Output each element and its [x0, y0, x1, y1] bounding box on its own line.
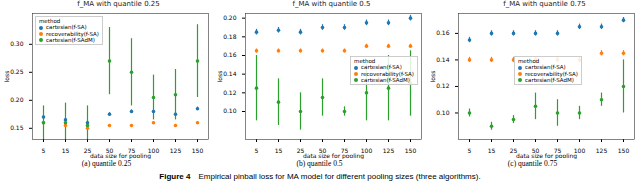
- svg-text:0.16: 0.16: [223, 51, 237, 58]
- html-text:recoverability(f-SA): recoverability(f-SA): [361, 70, 414, 77]
- svg-text:0.18: 0.18: [223, 33, 237, 40]
- svg-text:0.16: 0.16: [436, 29, 450, 36]
- svg-text:75: 75: [553, 146, 562, 154]
- html-text:f_MA with quantile 0.25: f_MA with quantile 0.25: [77, 0, 160, 8]
- svg-text:100: 100: [573, 146, 586, 154]
- svg-text:5: 5: [468, 147, 472, 154]
- svg-text:150: 150: [618, 147, 630, 154]
- svg-text:150: 150: [192, 147, 204, 154]
- svg-text:75: 75: [340, 146, 349, 154]
- svg-text:50: 50: [105, 146, 114, 154]
- html-text:cartesian(f-SA): cartesian(f-SA): [525, 64, 566, 71]
- svg-text:50: 50: [318, 146, 327, 154]
- svg-text:0.14: 0.14: [436, 56, 450, 63]
- svg-text:125: 125: [596, 147, 608, 154]
- svg-text:0.10: 0.10: [436, 109, 450, 116]
- html-text:Figure 4: Figure 4: [159, 172, 191, 181]
- html-text:(c) quantile 0.75: (c) quantile 0.75: [507, 159, 558, 168]
- html-text:cartesian(f-SAdM): cartesian(f-SAdM): [46, 36, 95, 43]
- html-text:recoverability(f-SA): recoverability(f-SA): [46, 30, 99, 37]
- html-text:recoverability(f-SA): recoverability(f-SA): [525, 70, 578, 77]
- svg-text:50: 50: [531, 146, 540, 154]
- svg-text:data size for pooling: data size for pooling: [90, 152, 151, 160]
- svg-text:150: 150: [405, 147, 417, 154]
- html-text:method: method: [518, 58, 540, 64]
- html-text:(b) quantile 0.5: (b) quantile 0.5: [296, 159, 343, 168]
- svg-text:0.12: 0.12: [436, 82, 450, 89]
- html-text:cartesian(f-SA): cartesian(f-SA): [361, 64, 402, 71]
- svg-text:15: 15: [275, 147, 283, 154]
- svg-text:100: 100: [360, 146, 373, 154]
- svg-text:5: 5: [255, 147, 259, 154]
- svg-text:0.14: 0.14: [223, 70, 237, 77]
- svg-text:0.12: 0.12: [223, 89, 237, 96]
- svg-text:0.20: 0.20: [10, 96, 24, 103]
- html-text:Empirical pinball loss for MA: Empirical pinball loss for MA model for …: [198, 172, 481, 181]
- svg-text:loss: loss: [3, 71, 10, 83]
- svg-text:0.10: 0.10: [223, 107, 237, 114]
- html-text:cartesian(f-SAdM): cartesian(f-SAdM): [525, 76, 574, 83]
- svg-text:0.30: 0.30: [10, 40, 24, 47]
- svg-text:data size for pooling: data size for pooling: [303, 152, 364, 160]
- svg-text:0.15: 0.15: [10, 124, 24, 131]
- html-text:cartesian(f-SA): cartesian(f-SA): [46, 24, 87, 31]
- svg-text:125: 125: [383, 147, 395, 154]
- svg-text:5: 5: [42, 147, 46, 154]
- svg-text:15: 15: [488, 147, 496, 154]
- svg-text:0.20: 0.20: [223, 14, 237, 21]
- svg-text:25: 25: [83, 146, 92, 154]
- html-text:f_MA with quantile 0.75: f_MA with quantile 0.75: [503, 0, 586, 8]
- svg-text:0.25: 0.25: [10, 68, 24, 75]
- svg-text:75: 75: [127, 146, 136, 154]
- svg-text:15: 15: [62, 147, 70, 154]
- svg-text:data size for pooling: data size for pooling: [516, 152, 577, 160]
- html-text:f_MA with quantile 0.5: f_MA with quantile 0.5: [292, 0, 371, 8]
- svg-text:loss: loss: [216, 71, 223, 83]
- html-text:cartesian(f-SAdM): cartesian(f-SAdM): [361, 76, 410, 83]
- html-text:method: method: [39, 18, 61, 24]
- html-text:method: method: [354, 58, 376, 64]
- svg-text:25: 25: [509, 146, 518, 154]
- svg-text:loss: loss: [429, 71, 436, 83]
- svg-text:125: 125: [170, 147, 182, 154]
- html-text:(a) quantile 0.25: (a) quantile 0.25: [81, 159, 132, 168]
- svg-text:100: 100: [147, 146, 160, 154]
- svg-text:25: 25: [296, 146, 305, 154]
